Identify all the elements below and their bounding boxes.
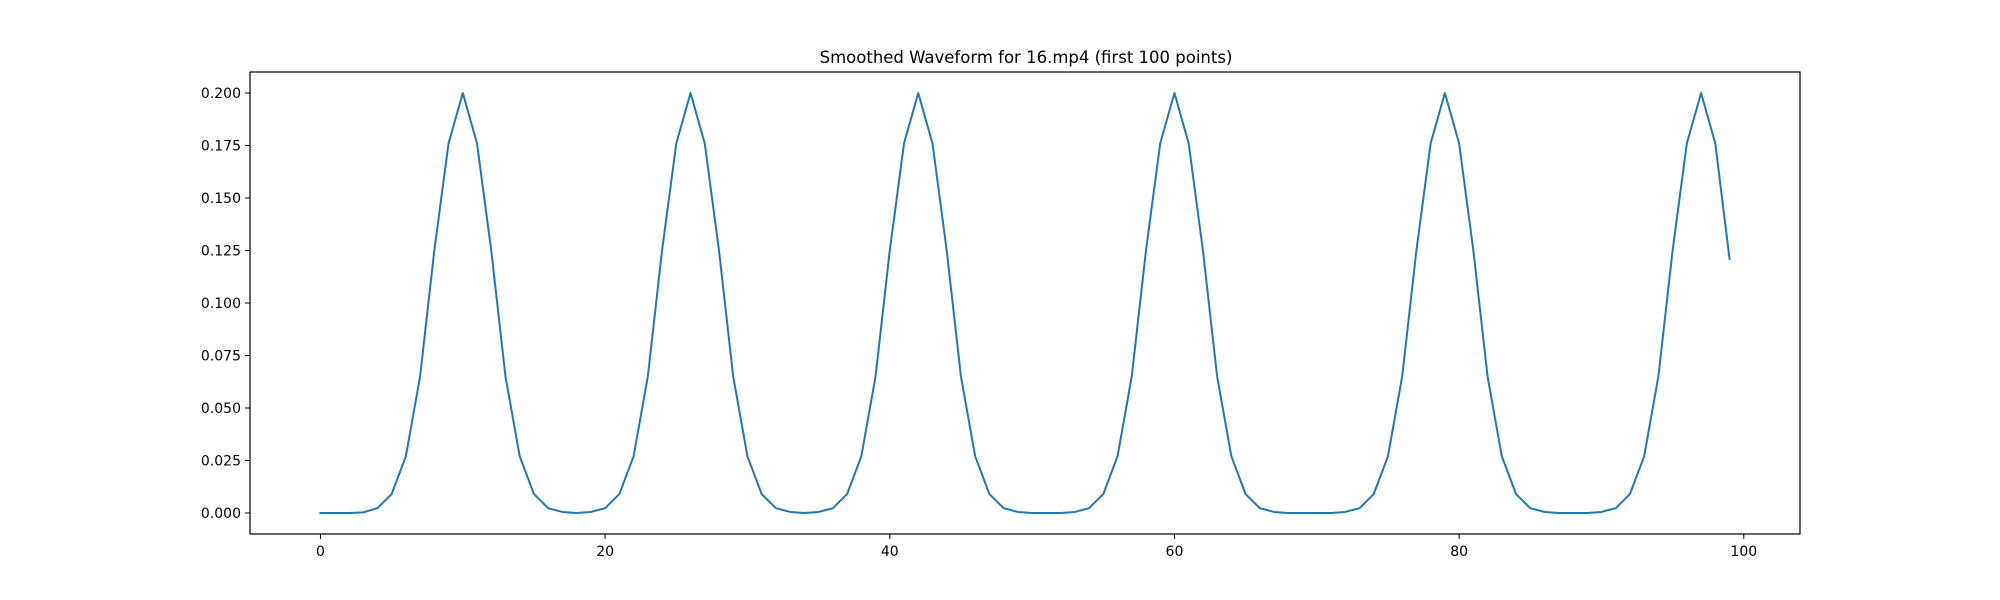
chart-title: Smoothed Waveform for 16.mp4 (first 100 … — [820, 48, 1233, 67]
x-tick-label: 40 — [881, 544, 899, 560]
series-line — [319, 92, 1731, 514]
line-layer — [319, 92, 1731, 514]
x-tick-label: 0 — [316, 544, 325, 560]
y-tick-label: 0.200 — [201, 86, 241, 102]
y-tick-label: 0.075 — [201, 349, 241, 365]
x-tick-label: 20 — [596, 544, 614, 560]
y-axis: 0.000 0.025 0.050 0.075 0.100 0.125 0.150 0.175… — [201, 86, 250, 522]
x-tick-label: 80 — [1450, 544, 1468, 560]
x-tick-label: 100 — [1730, 544, 1757, 560]
y-tick-label: 0.025 — [201, 454, 241, 470]
x-tick-label: 60 — [1166, 544, 1184, 560]
y-tick-label: 0.125 — [201, 244, 241, 260]
y-tick-label: 0.050 — [201, 401, 241, 417]
y-tick-label: 0.000 — [201, 506, 241, 522]
y-tick-label: 0.150 — [201, 191, 241, 207]
y-tick-label: 0.175 — [201, 139, 241, 155]
plot-frame — [249, 71, 1801, 535]
y-tick-label: 0.100 — [201, 296, 241, 312]
x-axis: 0 20 40 60 80 100 — [316, 534, 1757, 560]
